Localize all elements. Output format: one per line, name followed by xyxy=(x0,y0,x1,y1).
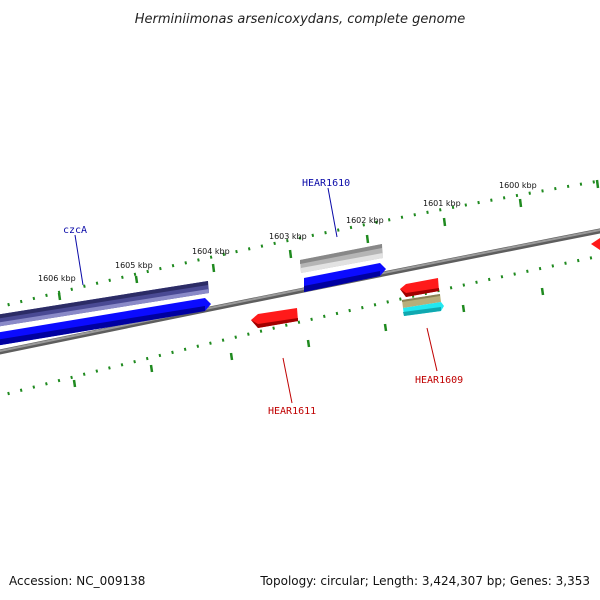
scale-label: 1605 kbp xyxy=(115,261,153,270)
hear1610-gene[interactable] xyxy=(300,244,383,273)
major-tick xyxy=(442,217,447,227)
major-tick xyxy=(57,292,62,301)
topology-text: Topology: circular; Length: 3,424,307 bp… xyxy=(260,574,590,588)
major-tick xyxy=(383,323,388,332)
scale-label: 1606 kbp xyxy=(38,274,76,283)
scale-labels: 1606 kbp 1605 kbp 1604 kbp 1603 kbp 1602… xyxy=(38,181,537,283)
major-tick xyxy=(365,234,370,244)
major-tick xyxy=(306,339,311,348)
genome-backbone xyxy=(0,228,600,355)
outer-scale-ring xyxy=(0,179,600,309)
czcA-leader xyxy=(74,234,84,286)
reverse-cds-cyan[interactable] xyxy=(403,302,444,316)
hear1609-label[interactable]: HEAR1609 xyxy=(415,375,463,386)
scale-label: 1602 kbp xyxy=(346,216,384,225)
major-tick xyxy=(229,352,234,361)
scale-label: 1604 kbp xyxy=(192,247,230,256)
hear1611-leader xyxy=(282,357,293,404)
forward-cds-small[interactable] xyxy=(304,263,386,292)
major-tick xyxy=(461,304,466,313)
major-tick xyxy=(211,263,216,273)
major-tick xyxy=(72,379,77,388)
major-tick xyxy=(518,198,523,208)
forward-cds-large[interactable] xyxy=(0,298,211,346)
scale-label: 1601 kbp xyxy=(423,199,461,208)
hear1609-leader xyxy=(426,327,438,372)
hear1610-label[interactable]: HEAR1610 xyxy=(302,178,350,189)
reverse-cds-olive[interactable] xyxy=(402,294,441,308)
major-tick xyxy=(540,287,545,296)
hear1611-label[interactable]: HEAR1611 xyxy=(268,406,316,417)
map-title: Herminiimonas arsenicoxydans, complete g… xyxy=(135,12,465,27)
scale-label: 1603 kbp xyxy=(269,232,307,241)
hear1609-gene[interactable] xyxy=(400,278,439,297)
accession-text: Accession: NC_009138 xyxy=(9,574,146,588)
hear1611-gene[interactable] xyxy=(251,308,298,328)
czcA-gene[interactable] xyxy=(0,281,209,327)
edge-cds[interactable] xyxy=(591,238,600,250)
major-tick xyxy=(149,364,154,373)
major-tick xyxy=(595,179,600,189)
inner-scale-ring xyxy=(0,254,600,398)
major-tick xyxy=(134,275,139,284)
hear1610-leader xyxy=(327,187,338,238)
major-tick xyxy=(288,249,293,259)
czcA-label[interactable]: czcA xyxy=(63,225,87,236)
scale-label: 1600 kbp xyxy=(499,181,537,190)
